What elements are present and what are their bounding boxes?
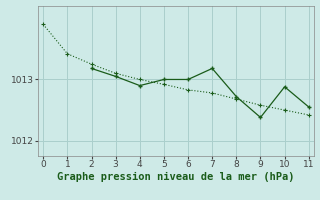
X-axis label: Graphe pression niveau de la mer (hPa): Graphe pression niveau de la mer (hPa) <box>57 172 295 182</box>
